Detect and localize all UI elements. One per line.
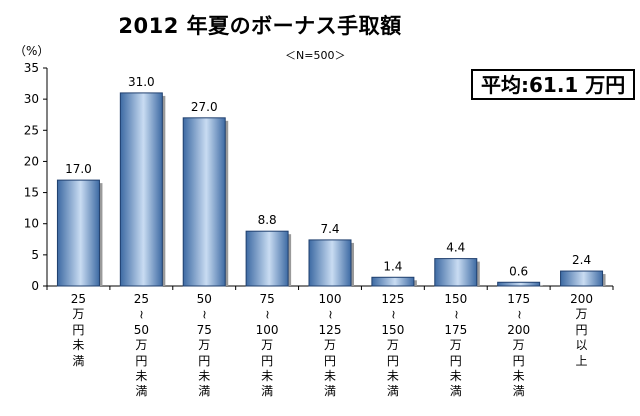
chart-bars [56,92,606,287]
x-tick-label: 75 ~100 万円未満 [255,292,279,399]
bar-value-label: 8.8 [258,213,277,227]
bar-value-label: 31.0 [128,75,155,89]
bar-value-label: 2.4 [572,253,591,267]
bar [434,258,478,287]
bar [56,179,100,287]
bar [182,117,226,287]
x-tick-label: 175 ~200 万円未満 [507,292,531,399]
bar-value-label: 17.0 [65,162,92,176]
y-tick-label: 25 [24,123,39,137]
x-tick-label: 125 ~150 万円未満 [381,292,405,399]
bar-value-label: 27.0 [191,100,218,114]
y-tick-label: 15 [24,186,39,200]
bar [245,230,289,287]
bar-value-label: 1.4 [383,259,402,273]
y-tick-label: 10 [24,217,39,231]
y-axis-unit-label: （%） [14,44,50,58]
x-tick-label: 150 ~175 万円未満 [444,292,468,399]
bar-value-label: 0.6 [509,264,528,278]
x-tick-label: 200 万円以上 [570,292,593,368]
bar [119,92,163,287]
bar [308,239,352,287]
bar-value-label: 7.4 [320,222,339,236]
bar [560,270,604,287]
bar-value-label: 4.4 [446,241,465,255]
x-tick-label: 25 ~50 万円未満 [133,292,150,399]
y-tick-label: 0 [31,279,39,293]
y-tick-label: 35 [24,61,39,75]
y-tick-label: 30 [24,92,39,106]
average-annotation: 平均:61.1 万円 [471,69,636,100]
chart-subtitle: ＜N=500＞ [285,49,346,62]
y-tick-label: 20 [24,154,39,168]
bar [497,281,541,287]
chart-title: 2012 年夏のボーナス手取額 [118,14,402,38]
chart-value-labels: 17.0 31.0 27.0 8.8 7.4 1.4 4.4 0.6 2.4 [65,75,591,278]
x-tick-label: 25 万円未満 [70,292,87,368]
bar [371,276,415,287]
x-tick-label: 100 ~125 万円未満 [318,292,342,399]
x-tick-label: 50 ~75 万円未満 [196,292,212,399]
y-tick-label: 5 [31,248,39,262]
